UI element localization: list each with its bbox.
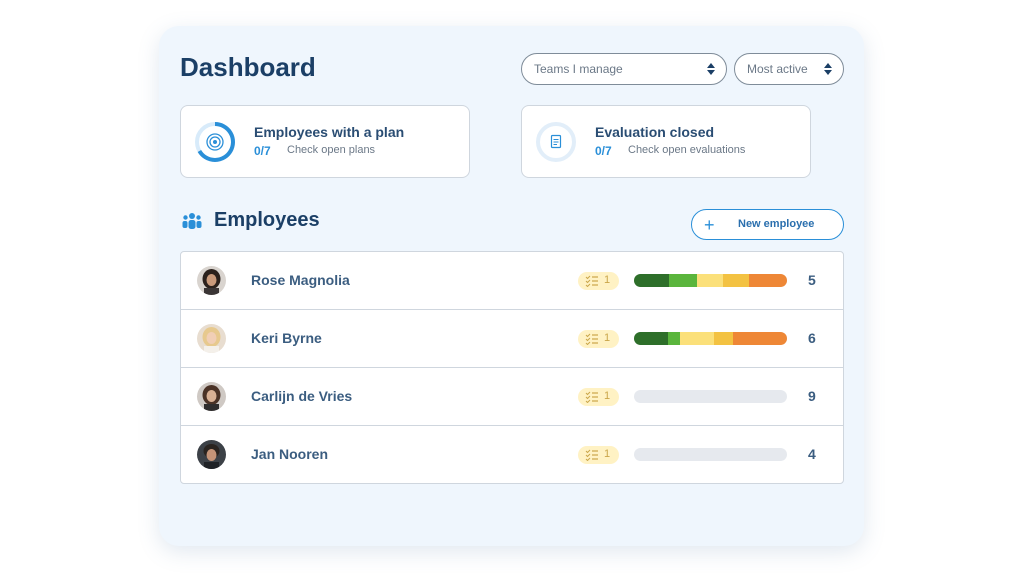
sort-select[interactable]: Most active (734, 53, 844, 85)
plan-badge: 1 (578, 272, 619, 290)
avatar (197, 382, 226, 411)
progress-segment (634, 332, 668, 345)
plan-badge: 1 (578, 330, 619, 348)
employee-name[interactable]: Rose Magnolia (251, 272, 350, 288)
dashboard-card: Dashboard Teams I manage Most active Emp… (159, 26, 864, 546)
progress-bar (634, 274, 787, 287)
table-row[interactable]: Keri Byrne 1 6 (181, 310, 843, 368)
progress-bar (634, 448, 787, 461)
stat-count: 0/7 (595, 144, 612, 158)
progress-segment (669, 274, 697, 287)
progress-segment (634, 274, 670, 287)
checklist-icon (585, 275, 598, 287)
table-row[interactable]: Carlijn de Vries 1 9 (181, 368, 843, 426)
employee-name[interactable]: Keri Byrne (251, 330, 322, 346)
employee-score: 6 (808, 330, 816, 346)
avatar (197, 440, 226, 469)
stat-card-plans[interactable]: Employees with a plan 0/7 Check open pla… (180, 105, 470, 178)
sort-arrows-icon (706, 62, 716, 76)
progress-segment (713, 332, 734, 345)
progress-bar (634, 390, 787, 403)
document-icon (536, 122, 576, 162)
stat-link[interactable]: Check open plans (287, 144, 376, 156)
employee-score: 5 (808, 272, 816, 288)
badge-count: 1 (604, 332, 611, 344)
stat-count: 0/7 (254, 144, 271, 158)
avatar (197, 324, 226, 353)
plan-badge: 1 (578, 388, 619, 406)
stat-title: Evaluation closed (595, 124, 715, 140)
progress-segment (748, 274, 787, 287)
employee-name[interactable]: Jan Nooren (251, 446, 329, 462)
table-row[interactable]: Jan Nooren 1 4 (181, 426, 843, 483)
sort-arrows-icon (823, 62, 833, 76)
employee-table: Rose Magnolia 1 5 Keri Byrne 1 6 (180, 251, 844, 484)
progress-bar (634, 332, 787, 345)
avatar (197, 266, 226, 295)
team-select[interactable]: Teams I manage (521, 53, 727, 85)
employees-title: Employees (214, 209, 320, 231)
progress-segment (722, 274, 749, 287)
progress-segment (667, 332, 680, 345)
team-select-value: Teams I manage (534, 62, 623, 76)
stat-title: Employees with a plan (254, 124, 405, 140)
stat-link[interactable]: Check open evaluations (628, 144, 746, 156)
checklist-icon (585, 333, 598, 345)
employee-score: 4 (808, 446, 816, 462)
badge-count: 1 (604, 274, 611, 286)
plan-badge: 1 (578, 446, 619, 464)
employees-header: Employees (182, 209, 320, 232)
progress-segment (696, 274, 723, 287)
badge-count: 1 (604, 390, 611, 402)
table-row[interactable]: Rose Magnolia 1 5 (181, 252, 843, 310)
sort-select-value: Most active (747, 62, 808, 76)
employee-name[interactable]: Carlijn de Vries (251, 388, 353, 404)
progress-segment (733, 332, 787, 345)
stat-card-evaluations[interactable]: Evaluation closed 0/7 Check open evaluat… (521, 105, 811, 178)
new-employee-button[interactable]: + New employee (691, 209, 844, 240)
employee-score: 9 (808, 388, 816, 404)
page-title: Dashboard (180, 52, 316, 82)
target-icon (195, 122, 235, 162)
people-group-icon (182, 212, 202, 229)
progress-segment (679, 332, 714, 345)
checklist-icon (585, 391, 598, 403)
badge-count: 1 (604, 448, 611, 460)
plus-icon: + (704, 215, 715, 235)
checklist-icon (585, 449, 598, 461)
new-employee-label: New employee (738, 218, 815, 230)
